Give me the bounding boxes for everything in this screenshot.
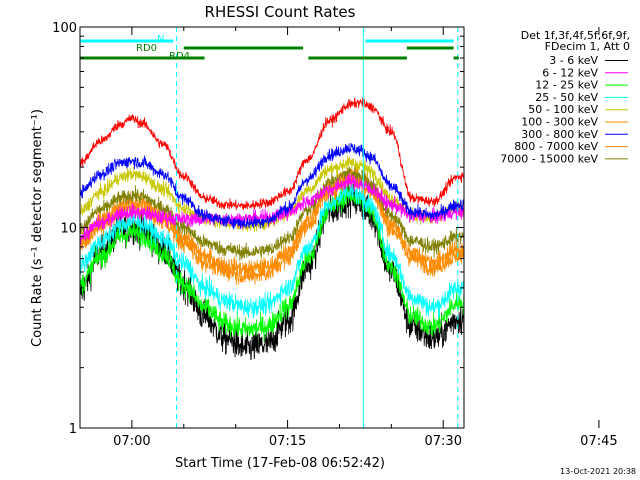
legend-label-25-50-kev: 25 - 50 keV bbox=[535, 91, 598, 104]
y-tick-label: 100 bbox=[52, 21, 77, 36]
y-tick-label: 1 bbox=[69, 422, 77, 437]
x-tick-label: 07:15 bbox=[269, 434, 306, 449]
y-axis-ticks: 1 10 100 bbox=[52, 21, 464, 437]
legend-label-300-800-kev: 300 - 800 keV bbox=[521, 128, 598, 141]
series-line-7000-15000-kev bbox=[80, 165, 464, 262]
legend-header-line-1: Det 1f,3f,4f,5f,6f,9f, bbox=[521, 29, 630, 42]
chart-title: RHESSI Count Rates bbox=[205, 3, 356, 21]
x-tick-label: 07:45 bbox=[580, 434, 617, 449]
series-line-300-800-kev bbox=[80, 143, 464, 230]
x-tick-label: 07:00 bbox=[113, 434, 150, 449]
series-line-25-50-kev bbox=[80, 181, 464, 319]
legend-label-7000-15000-kev: 7000 - 15000 keV bbox=[500, 152, 598, 165]
legend-label-50-100-kev: 50 - 100 keV bbox=[528, 103, 598, 116]
flag-label-n: N bbox=[157, 34, 164, 45]
legend-label-6-12-kev: 6 - 12 keV bbox=[542, 66, 598, 79]
series-line-12-25-kev bbox=[80, 180, 464, 342]
flag-label-rd0: RD0 bbox=[136, 43, 157, 54]
legend-label-100-300-kev: 100 - 300 keV bbox=[521, 116, 598, 129]
x-axis-label: Start Time (17-Feb-08 06:52:42) bbox=[175, 456, 385, 471]
legend-label-3-6-kev: 3 - 6 keV bbox=[549, 54, 598, 67]
flag-label-rd4: RD4 bbox=[169, 51, 190, 62]
y-axis-label: Count Rate (s⁻¹ detector segment⁻¹) bbox=[30, 109, 45, 347]
generation-timestamp: 13-Oct-2021 20:38 bbox=[560, 467, 636, 476]
legend: Det 1f,3f,4f,5f,6f,9f, FDecim 1, Att 0 3… bbox=[500, 29, 630, 165]
series-line-9 bbox=[80, 97, 464, 211]
legend-label-800-7000-kev: 800 - 7000 keV bbox=[514, 140, 598, 153]
x-tick-label: 07:30 bbox=[425, 434, 462, 449]
y-tick-label: 10 bbox=[60, 222, 77, 237]
legend-label-12-25-kev: 12 - 25 keV bbox=[535, 79, 598, 92]
legend-header-line-2: FDecim 1, Att 0 bbox=[545, 40, 630, 53]
